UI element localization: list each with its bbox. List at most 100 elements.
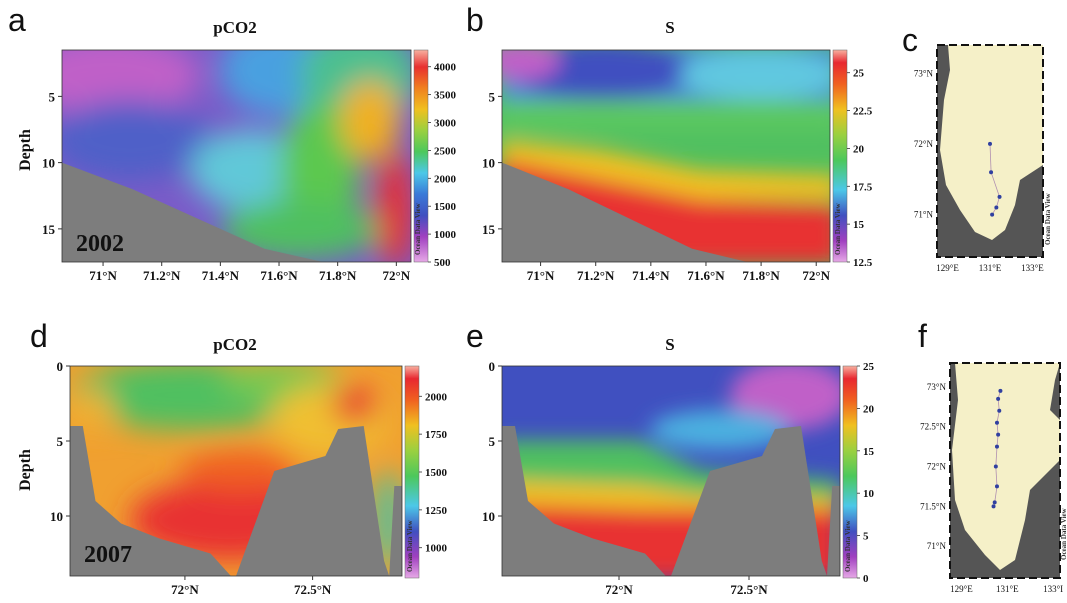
panel-d-title: pCO2: [213, 335, 257, 354]
panel-b-colorbar-label: 22.5: [853, 106, 873, 118]
map-c-station-point: [988, 141, 992, 146]
panel-b-xtick-label: 71.2°N: [577, 268, 615, 283]
panel-letter-a: a: [8, 2, 26, 38]
panel-a-colorbar-label: 2500: [434, 145, 457, 157]
map-f-station-point: [997, 408, 1002, 413]
panel-a-frame: [61, 49, 412, 263]
panel-e-seafloor: [502, 426, 840, 576]
panel-e-title: S: [665, 335, 675, 354]
panel-b-ytick-label: 15: [482, 222, 496, 237]
map-f-transect: [993, 390, 1001, 507]
panel-b-colorbar-label: 17.5: [853, 181, 873, 193]
panel-b-field: [502, 50, 830, 262]
panel-a-colorbar-label: 500: [434, 257, 451, 269]
map-f-lat-label: 72°N: [927, 462, 947, 472]
panel-b-xtick-label: 71°N: [527, 268, 555, 283]
panel-a-watermark: Ocean Data View: [414, 202, 422, 255]
panel-e-watermark: Ocean Data View: [844, 519, 852, 572]
panel-a-colorbar-label: 1000: [434, 229, 457, 241]
panel-e-xtick-label: 72.5°N: [730, 582, 768, 597]
panel-b-colorbar-label: 25: [853, 68, 865, 80]
map-f-station-point: [994, 420, 999, 425]
panel-b-watermark: Ocean Data View: [834, 202, 842, 255]
panel-d-ylabel: Depth: [17, 449, 34, 491]
panel-e-frame: [501, 365, 841, 577]
panel-a-colorbar: [413, 49, 429, 263]
panel-letter-d: d: [30, 318, 48, 354]
map-c: Ocean Data View: [936, 44, 1052, 258]
panel-d-colorbar-label: 1500: [425, 467, 448, 479]
panel-b-title: S: [665, 18, 675, 37]
map-f-lon-label: 131°E: [996, 584, 1019, 594]
map-c-lat-label: 71°N: [914, 210, 934, 220]
panel-letter-c: c: [902, 22, 918, 58]
panel-b-ytick-label: 10: [482, 156, 495, 171]
panel-letter-f: f: [918, 318, 927, 354]
map-c-station-point: [994, 205, 999, 210]
panel-a-xtick-label: 71.8°N: [319, 268, 357, 283]
panel-d-seafloor: [70, 426, 402, 576]
panel-e-ytick-label: 10: [482, 509, 495, 524]
panel-b-ytick-label: 5: [489, 89, 496, 104]
panel-d-xtick-label: 72.5°N: [294, 582, 332, 597]
panel-a-colorbar-label: 3500: [434, 90, 457, 102]
panel-a-seafloor: [62, 162, 411, 262]
panel-a-title: pCO2: [213, 18, 257, 37]
map-f-lat-label: 73°N: [927, 382, 947, 392]
panel-d-watermark: Ocean Data View: [406, 519, 414, 572]
panel-letter-e: e: [466, 318, 484, 354]
panel-a-ytick-label: 10: [42, 156, 55, 171]
panel-b-xtick-label: 71.8°N: [742, 268, 780, 283]
panel-a-ytick-label: 5: [49, 89, 56, 104]
panel-a-year-label: 2002: [76, 231, 124, 257]
panel-a-xtick-label: 71.2°N: [143, 268, 181, 283]
map-c-station-point: [989, 170, 994, 175]
map-f-station-point: [998, 388, 1003, 393]
panel-a-colorbar-label: 4000: [434, 62, 457, 74]
panel-e-colorbar-label: 15: [863, 446, 875, 458]
panel-b-xtick-label: 71.4°N: [632, 268, 670, 283]
map-f-lat-label: 72.5°N: [920, 422, 946, 432]
panel-a-xtick-label: 71.6°N: [260, 268, 298, 283]
panel-a-colorbar-label: 2000: [434, 173, 457, 185]
map-f-station-point: [996, 396, 1001, 401]
map-c-station-point: [990, 212, 995, 217]
panel-b-xtick-label: 71.6°N: [687, 268, 725, 283]
panel-e-ytick-label: 0: [489, 359, 496, 374]
panel-d-frame: [69, 365, 403, 577]
panel-b-colorbar: [832, 49, 848, 263]
panel-a-xtick-label: 71.4°N: [202, 268, 240, 283]
map-c-lon-label: 129°E: [936, 263, 959, 273]
panel-a-colorbar-label: 3000: [434, 118, 457, 130]
map-c-lon-label: 131°E: [979, 263, 1002, 273]
map-f-station-point: [991, 504, 996, 509]
panel-d-colorbar-label: 1000: [425, 543, 448, 555]
map-f-lon-label: 129°E: [950, 584, 973, 594]
map-f-station-point: [994, 444, 999, 449]
panel-e-colorbar-label: 0: [863, 573, 869, 585]
panel-b-colorbar-label: 12.5: [853, 257, 873, 269]
panel-b-frame: [501, 49, 831, 263]
map-c-watermark: Ocean Data View: [1044, 192, 1052, 245]
panel-letter-b: b: [466, 2, 484, 38]
panel-e-colorbar: [842, 365, 858, 579]
panel-d-ytick-label: 5: [57, 434, 64, 449]
panel-b-colorbar-label: 20: [853, 143, 865, 155]
panel-e-xtick-label: 72°N: [605, 582, 633, 597]
panel-e-ytick-label: 5: [489, 434, 496, 449]
panel-b-xtick-label: 72°N: [802, 268, 830, 283]
panel-e-colorbar-label: 20: [863, 403, 875, 415]
map-f: Ocean Data View: [949, 362, 1067, 579]
panel-d-colorbar-label: 1250: [425, 505, 448, 517]
panel-d-year-label: 2007: [84, 542, 132, 568]
panel-d-xtick-label: 72°N: [171, 582, 199, 597]
map-f-station-point: [992, 500, 997, 505]
map-f-lat-label: 71°N: [927, 541, 947, 551]
map-f-lon-label: 133°I: [1043, 584, 1063, 594]
panel-d-ytick-label: 0: [57, 359, 64, 374]
panel-a-ytick-label: 15: [42, 222, 56, 237]
map-c-lon-label: 133°E: [1021, 263, 1044, 273]
panel-a-colorbar-label: 1500: [434, 201, 457, 213]
panel-b-seafloor: [502, 162, 830, 262]
